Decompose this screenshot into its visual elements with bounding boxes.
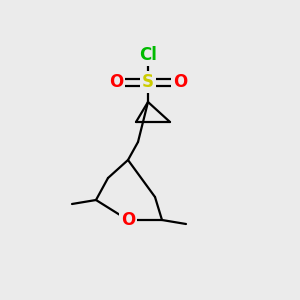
Text: O: O bbox=[121, 211, 135, 229]
Text: S: S bbox=[142, 73, 154, 91]
Text: Cl: Cl bbox=[139, 46, 157, 64]
Text: O: O bbox=[109, 73, 123, 91]
Text: O: O bbox=[173, 73, 187, 91]
